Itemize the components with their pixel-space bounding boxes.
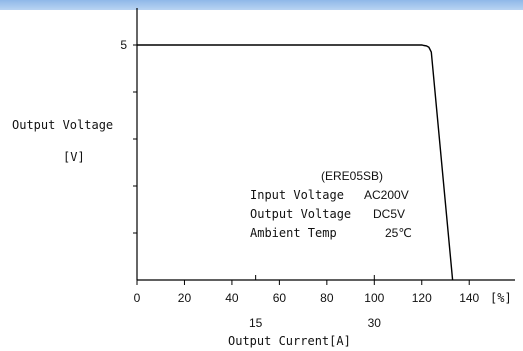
x-secondary-tick-label: 30: [368, 316, 382, 330]
x-tick-label: 40: [225, 291, 239, 305]
y-tick-label: 5: [120, 38, 127, 52]
annotation-name-1: Output Voltage: [250, 207, 351, 221]
annotation-name-2: Ambient Temp: [250, 226, 337, 240]
y-axis-unit: [V]: [63, 150, 85, 164]
annotation-name-0: Input Voltage: [250, 188, 344, 202]
x-ticks: 0 20 40 60 80 100 120 140 15 30: [134, 275, 480, 330]
annotation-model: (ERE05SB): [321, 169, 383, 183]
x-tick-label: 140: [459, 291, 479, 305]
annotation-value-0: AC200V: [364, 188, 409, 202]
x-secondary-tick-label: 15: [249, 316, 263, 330]
annotation-value-2: 25℃: [385, 226, 412, 240]
x-axis-label: Output Current[A]: [228, 334, 351, 348]
x-tick-label: 80: [320, 291, 334, 305]
annotation-value-1: DC5V: [373, 207, 405, 221]
series-line: [137, 45, 453, 280]
y-axis-label: Output Voltage: [12, 118, 113, 132]
y-ticks: 5: [120, 38, 137, 233]
series-group: [137, 45, 453, 280]
x-tick-label: 0: [134, 291, 141, 305]
x-tick-label: 60: [273, 291, 287, 305]
x-tick-label: 100: [364, 291, 384, 305]
x-tick-label: 120: [412, 291, 432, 305]
x-axis-unit: [%]: [490, 291, 512, 305]
x-tick-label: 20: [178, 291, 192, 305]
